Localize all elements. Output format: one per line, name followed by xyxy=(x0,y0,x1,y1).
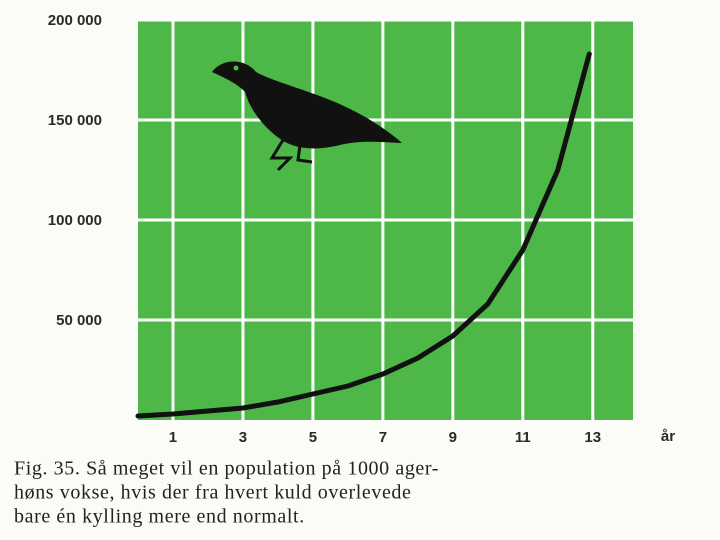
x-tick-label: 5 xyxy=(309,429,317,446)
x-tick-label: 13 xyxy=(584,429,601,446)
data-line xyxy=(135,51,592,419)
caption-line: høns vokse, hvis der fra hvert kuld over… xyxy=(14,482,412,504)
caption-line: Fig. 35. Så meget vil en population på 1… xyxy=(14,458,439,480)
y-tick-label: 150 000 xyxy=(48,112,102,129)
caption-line: bare én kylling mere end normalt. xyxy=(14,506,305,528)
x-axis-label: år xyxy=(661,428,675,445)
x-tick-label: 7 xyxy=(379,429,387,446)
x-tick-label: 11 xyxy=(515,429,531,446)
bird-silhouette xyxy=(212,61,402,172)
x-tick-label: 3 xyxy=(239,429,247,446)
x-tick-label: 9 xyxy=(449,429,457,446)
y-tick-label: 50 000 xyxy=(56,312,102,329)
y-tick-label: 200 000 xyxy=(48,12,102,29)
x-tick-label: 1 xyxy=(169,429,177,446)
y-tick-label: 100 000 xyxy=(48,212,102,229)
